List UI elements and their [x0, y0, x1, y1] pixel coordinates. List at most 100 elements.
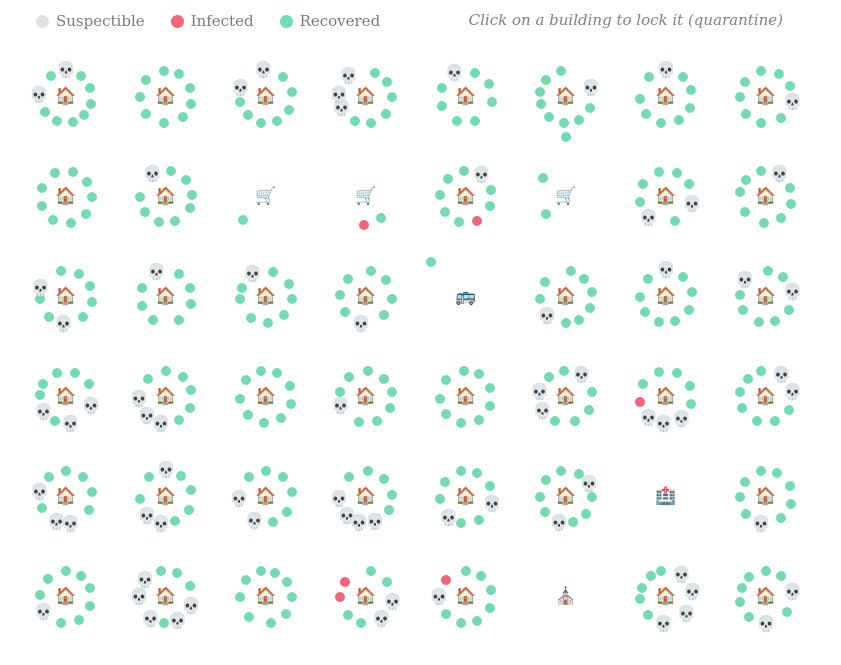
infected-agent-dot — [358, 219, 369, 230]
house-icon[interactable]: 🏠 — [255, 586, 277, 607]
house-icon[interactable]: 🏠 — [755, 86, 777, 107]
building-cell-bus-stop[interactable]: 🚌 — [416, 247, 516, 347]
building-cell-house[interactable]: 🏠 💀 — [416, 547, 516, 647]
house-icon[interactable]: 🏠 — [255, 486, 277, 507]
building-cell-house[interactable]: 🏠 💀 — [16, 547, 116, 647]
house-icon[interactable]: 🏠 — [55, 586, 77, 607]
building-cell-house[interactable]: 🏠 💀 — [716, 447, 816, 547]
building-cell-house[interactable]: 🏠 — [216, 547, 316, 647]
house-icon[interactable]: 🏠 — [655, 286, 677, 307]
building-cell-house[interactable]: 🏠 💀 💀 💀 — [316, 47, 416, 147]
house-icon[interactable]: 🏠 — [755, 386, 777, 407]
building-cell-house[interactable]: 🏠 — [216, 347, 316, 447]
house-icon[interactable]: 🏠 — [355, 486, 377, 507]
house-icon[interactable]: 🏠 — [55, 86, 77, 107]
building-cell-shop[interactable]: 🛒 — [216, 147, 316, 247]
shop-icon[interactable]: 🛒 — [555, 186, 577, 207]
shop-icon[interactable]: 🛒 — [255, 186, 277, 207]
building-cell-house[interactable]: 🏠 💀 — [516, 47, 616, 147]
house-icon[interactable]: 🏠 — [155, 286, 177, 307]
house-icon[interactable]: 🏠 — [655, 586, 677, 607]
house-icon[interactable]: 🏠 — [255, 386, 277, 407]
building-cell-house[interactable]: 🏠 — [16, 147, 116, 247]
building-cell-house[interactable]: 🏠 💀 💀 💀 💀 — [616, 547, 716, 647]
building-cell-house[interactable]: 🏠 💀 — [116, 247, 216, 347]
building-cell-house[interactable]: 🏠 💀 💀 💀 — [116, 347, 216, 447]
house-icon[interactable]: 🏠 — [155, 586, 177, 607]
building-cell-house[interactable]: 🏠 💀 — [416, 47, 516, 147]
house-icon[interactable]: 🏠 — [55, 186, 77, 207]
building-cell-house[interactable]: 🏠 💀 💀 — [16, 247, 116, 347]
building-cell-house[interactable]: 🏠 💀 💀 — [716, 347, 816, 447]
building-cell-house[interactable]: 🏠 💀 — [316, 347, 416, 447]
house-icon[interactable]: 🏠 — [55, 486, 77, 507]
building-cell-shop[interactable]: 🛒 — [516, 147, 616, 247]
house-icon[interactable]: 🏠 — [155, 486, 177, 507]
building-cell-house[interactable]: 🏠 💀 💀 💀 💀 💀 — [116, 547, 216, 647]
building-cell-house[interactable]: 🏠 💀 💀 — [416, 447, 516, 547]
house-icon[interactable]: 🏠 — [655, 386, 677, 407]
house-icon[interactable]: 🏠 — [755, 486, 777, 507]
building-cell-house[interactable]: 🏠 💀 💀 — [216, 447, 316, 547]
house-icon[interactable]: 🏠 — [455, 386, 477, 407]
house-icon[interactable]: 🏠 — [155, 86, 177, 107]
building-cell-house[interactable]: 🏠 💀 💀 💀 — [616, 347, 716, 447]
building-cell-house[interactable]: 🏠 💀 — [716, 47, 816, 147]
building-cell-house[interactable]: 🏠 💀 💀 — [616, 147, 716, 247]
house-icon[interactable]: 🏠 — [555, 486, 577, 507]
building-cell-house[interactable]: 🏠 💀 💀 💀 — [116, 447, 216, 547]
building-cell-house[interactable]: 🏠 — [416, 347, 516, 447]
hospital-icon[interactable]: 🏥 — [655, 486, 677, 507]
building-cell-house[interactable]: 🏠 💀 — [216, 247, 316, 347]
house-icon[interactable]: 🏠 — [55, 386, 77, 407]
recovered-agent-dot — [84, 281, 95, 291]
house-icon[interactable]: 🏠 — [655, 186, 677, 207]
building-cell-house[interactable]: 🏠 💀 💀 💀 — [16, 447, 116, 547]
building-cell-house[interactable]: 🏠 💀 💀 — [16, 47, 116, 147]
building-cell-house[interactable]: 🏠 💀 💀 — [716, 547, 816, 647]
house-icon[interactable]: 🏠 — [455, 586, 477, 607]
shop-icon[interactable]: 🛒 — [355, 186, 377, 207]
house-icon[interactable]: 🏠 — [555, 286, 577, 307]
building-cell-church[interactable]: ⛪ — [516, 547, 616, 647]
building-cell-house[interactable]: 🏠 💀 — [616, 47, 716, 147]
house-icon[interactable]: 🏠 — [355, 286, 377, 307]
house-icon[interactable]: 🏠 — [155, 386, 177, 407]
building-cell-house[interactable]: 🏠 💀 💀 💀 — [516, 347, 616, 447]
house-icon[interactable]: 🏠 — [355, 86, 377, 107]
building-cell-house[interactable]: 🏠 💀 — [416, 147, 516, 247]
building-cell-house[interactable]: 🏠 💀 💀 — [216, 47, 316, 147]
building-cell-house[interactable]: 🏠 💀 — [616, 247, 716, 347]
house-icon[interactable]: 🏠 — [755, 286, 777, 307]
house-icon[interactable]: 🏠 — [755, 186, 777, 207]
house-icon[interactable]: 🏠 — [355, 386, 377, 407]
house-icon[interactable]: 🏠 — [255, 286, 277, 307]
building-cell-house[interactable]: 🏠 💀 💀 💀 — [16, 347, 116, 447]
house-icon[interactable]: 🏠 — [455, 486, 477, 507]
recovered-agent-dot — [87, 192, 97, 202]
building-cell-house[interactable]: 🏠 💀 — [516, 247, 616, 347]
building-cell-house[interactable]: 🏠 💀 💀 — [516, 447, 616, 547]
recovered-agent-dot — [65, 217, 76, 228]
bus-stop-icon[interactable]: 🚌 — [455, 286, 477, 307]
building-cell-shop[interactable]: 🛒 — [316, 147, 416, 247]
house-icon[interactable]: 🏠 — [455, 86, 477, 107]
building-cell-house[interactable]: 🏠 💀 — [116, 147, 216, 247]
building-cell-house[interactable]: 🏠 💀 — [316, 247, 416, 347]
building-cell-house[interactable]: 🏠 — [116, 47, 216, 147]
building-cell-house[interactable]: 🏠 💀 💀 — [716, 247, 816, 347]
church-icon[interactable]: ⛪ — [555, 586, 577, 607]
house-icon[interactable]: 🏠 — [55, 286, 77, 307]
house-icon[interactable]: 🏠 — [455, 186, 477, 207]
house-icon[interactable]: 🏠 — [155, 186, 177, 207]
house-icon[interactable]: 🏠 — [555, 86, 577, 107]
building-cell-house[interactable]: 🏠 💀 💀 — [316, 547, 416, 647]
building-cell-hospital[interactable]: 🏥 — [616, 447, 716, 547]
house-icon[interactable]: 🏠 — [555, 386, 577, 407]
house-icon[interactable]: 🏠 — [255, 86, 277, 107]
building-cell-house[interactable]: 🏠 💀 💀 💀 💀 — [316, 447, 416, 547]
house-icon[interactable]: 🏠 — [755, 586, 777, 607]
house-icon[interactable]: 🏠 — [655, 86, 677, 107]
house-icon[interactable]: 🏠 — [355, 586, 377, 607]
building-cell-house[interactable]: 🏠 💀 — [716, 147, 816, 247]
